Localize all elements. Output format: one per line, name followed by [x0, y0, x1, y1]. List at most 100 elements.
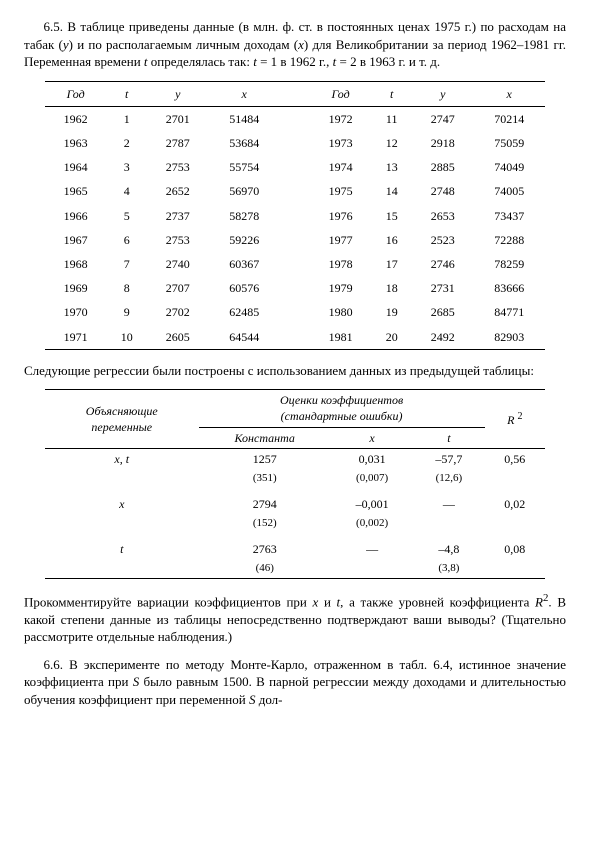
table-row: x2794–0,001—0,02: [45, 488, 545, 514]
cell: 62485: [208, 300, 280, 324]
text: 2: [517, 411, 522, 422]
text: = 2 в 1963 г. и т. д.: [336, 54, 440, 69]
cell: 17: [371, 252, 412, 276]
col-y: y: [412, 81, 473, 106]
page: 6.5. В таблице приведены данные (в млн. …: [0, 0, 590, 850]
cell: x, t: [45, 448, 199, 469]
cell: 72288: [473, 228, 545, 252]
data-table: Год t y x Год t y x 19621270151484197211…: [45, 81, 545, 350]
problem-6-6-text: 6.6. В эксперименте по методу Монте-Карл…: [24, 656, 566, 709]
cell: 1963: [45, 131, 106, 155]
cell: 2707: [147, 276, 208, 300]
cell: 2885: [412, 155, 473, 179]
cell: 1965: [45, 179, 106, 203]
cell: 1964: [45, 155, 106, 179]
cell: 2740: [147, 252, 208, 276]
cell: 56970: [208, 179, 280, 203]
table-row: x, t12570,031–57,70,56: [45, 448, 545, 469]
cell: t: [45, 533, 199, 559]
cell: —: [331, 533, 413, 559]
problem-6-5-text: 6.5. В таблице приведены данные (в млн. …: [24, 18, 566, 71]
table-row: 19665273758278197615265373437: [45, 204, 545, 228]
cell: (0,007): [331, 469, 413, 488]
cell: 1969: [45, 276, 106, 300]
cell: 1970: [45, 300, 106, 324]
text: R: [507, 413, 514, 427]
cell: 2685: [412, 300, 473, 324]
cell: 15: [371, 204, 412, 228]
cell: 1978: [310, 252, 371, 276]
cell: [45, 559, 199, 578]
cell: 1977: [310, 228, 371, 252]
cell: 2605: [147, 325, 208, 350]
table-row: 19621270151484197211274770214: [45, 106, 545, 131]
cell: [485, 469, 545, 488]
cell: –4,8: [413, 533, 484, 559]
table-row: 19632278753684197312291875059: [45, 131, 545, 155]
text: ) и по располагаемым личным доходам (: [69, 37, 298, 52]
paragraph-regressions: Следующие регрессии были построены с исп…: [24, 362, 566, 380]
table-row: 19687274060367197817274678259: [45, 252, 545, 276]
cell: [413, 514, 484, 533]
cell: 1979: [310, 276, 371, 300]
cell: (152): [199, 514, 331, 533]
cell: [45, 514, 199, 533]
cell: 2737: [147, 204, 208, 228]
cell: [331, 559, 413, 578]
cell: (0,002): [331, 514, 413, 533]
cell: 51484: [208, 106, 280, 131]
cell: 60576: [208, 276, 280, 300]
table-row: 19676275359226197716252372288: [45, 228, 545, 252]
col-r2: R 2: [485, 390, 545, 449]
cell: [45, 469, 199, 488]
cell: 16: [371, 228, 412, 252]
cell: –0,001: [331, 488, 413, 514]
cell: 0,56: [485, 448, 545, 469]
cell: 11: [371, 106, 412, 131]
cell: 18: [371, 276, 412, 300]
cell: [485, 559, 545, 578]
cell: 2523: [412, 228, 473, 252]
cell: 2746: [412, 252, 473, 276]
cell: 0,08: [485, 533, 545, 559]
cell: 2652: [147, 179, 208, 203]
cell: 2787: [147, 131, 208, 155]
cell: 14: [371, 179, 412, 203]
cell: 1980: [310, 300, 371, 324]
cell: 2653: [412, 204, 473, 228]
table-row: 19643275355754197413288574049: [45, 155, 545, 179]
cell: 1971: [45, 325, 106, 350]
col-t: t: [106, 81, 147, 106]
cell: (12,6): [413, 469, 484, 488]
text: дол-: [255, 692, 282, 707]
cell: 1: [106, 106, 147, 131]
cell: 1967: [45, 228, 106, 252]
problem-6-5-question: Прокомментируйте вариации коэффициентов …: [24, 591, 566, 646]
cell: 70214: [473, 106, 545, 131]
cell: 6: [106, 228, 147, 252]
text: определялась так:: [148, 54, 254, 69]
cell: 53684: [208, 131, 280, 155]
text: Оценки коэффициентов: [280, 393, 403, 407]
cell: 73437: [473, 204, 545, 228]
table-row: 19654265256970197514274874005: [45, 179, 545, 203]
cell: 2: [106, 131, 147, 155]
cell: 2748: [412, 179, 473, 203]
cell: 2794: [199, 488, 331, 514]
cell: 2747: [412, 106, 473, 131]
cell: 59226: [208, 228, 280, 252]
cell: 5: [106, 204, 147, 228]
cell: 74049: [473, 155, 545, 179]
text: (стандартные ошибки): [281, 409, 403, 423]
cell: 1973: [310, 131, 371, 155]
cell: 1981: [310, 325, 371, 350]
cell: (46): [199, 559, 331, 578]
text: = 1 в 1962 г.,: [257, 54, 333, 69]
cell: 55754: [208, 155, 280, 179]
var-r: R: [535, 594, 543, 609]
cell: 1257: [199, 448, 331, 469]
regression-table: Объясняющие переменные Оценки коэффициен…: [45, 389, 545, 579]
cell: 9: [106, 300, 147, 324]
cell: 1966: [45, 204, 106, 228]
cell: 8: [106, 276, 147, 300]
